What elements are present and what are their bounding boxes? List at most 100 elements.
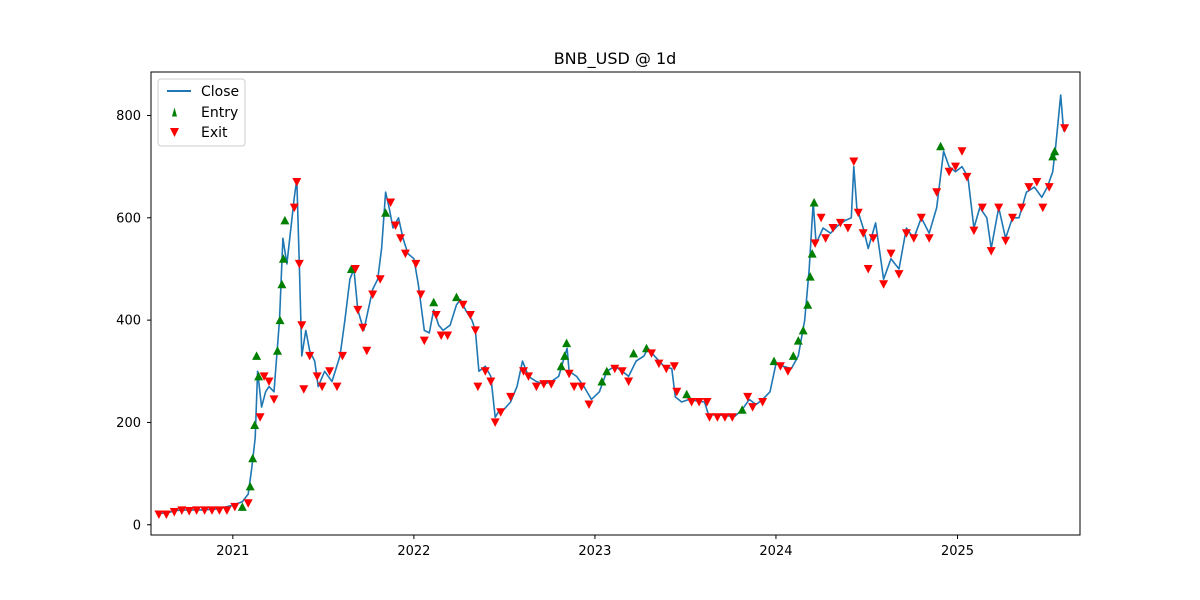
exit-marker	[297, 321, 307, 330]
exit-marker	[849, 157, 859, 166]
exit-marker	[957, 147, 967, 156]
exit-marker	[169, 508, 179, 517]
exit-marker	[255, 413, 265, 422]
entry-marker	[769, 356, 779, 366]
exit-marker	[610, 364, 620, 374]
entry-marker	[560, 351, 570, 360]
legend: Close Entry Exit	[157, 78, 246, 147]
exit-marker	[332, 382, 342, 392]
chart-title: BNB_USD @ 1d	[554, 49, 677, 69]
entry-marker	[682, 389, 692, 399]
entry-marker	[803, 300, 813, 309]
exit-marker	[853, 208, 863, 218]
x-tick-label: 2024	[759, 544, 792, 559]
exit-marker	[944, 167, 954, 177]
exit-marker	[624, 377, 634, 386]
exit-marker	[486, 377, 496, 386]
exit-marker	[353, 305, 363, 315]
exit-marker	[222, 506, 232, 515]
exit-marker	[458, 300, 468, 310]
exit-marker	[1001, 236, 1011, 246]
entry-marker	[807, 249, 817, 258]
exit-marker	[264, 377, 274, 386]
exit-marker	[358, 323, 368, 333]
entry-marker	[273, 346, 282, 355]
exit-marker	[1032, 178, 1042, 187]
exit-marker	[259, 372, 269, 381]
exit-marker	[924, 234, 934, 243]
exit-marker	[1024, 183, 1034, 192]
exit-marker	[519, 367, 528, 376]
exit-marker	[828, 224, 838, 233]
exit-marker	[816, 213, 826, 223]
exit-marker	[821, 234, 831, 243]
exit-marker	[894, 270, 904, 279]
legend-entry-label: Entry	[201, 105, 238, 121]
entry-marker	[809, 198, 819, 207]
exit-marker	[546, 380, 556, 389]
y-tick-label: 800	[116, 109, 141, 124]
exit-marker	[473, 382, 483, 392]
legend-exit-label: Exit	[201, 125, 228, 141]
exit-marker	[969, 226, 979, 236]
exit-marker	[325, 367, 335, 376]
exit-marker	[1017, 203, 1026, 213]
x-tick-label: 2023	[578, 544, 611, 559]
exit-marker	[1060, 124, 1070, 133]
exit-marker	[743, 392, 753, 402]
exit-marker	[886, 249, 896, 259]
exit-marker	[200, 506, 210, 515]
entry-marker	[452, 292, 461, 302]
exit-marker	[783, 367, 793, 376]
exit-marker	[687, 398, 697, 407]
entry-marker	[1048, 151, 1058, 161]
exit-marker	[391, 221, 400, 230]
exit-marker	[843, 224, 853, 233]
x-tick-label: 2025	[941, 544, 974, 559]
entry-marker	[936, 141, 946, 151]
entry-marker	[629, 348, 639, 358]
plot-frame	[150, 71, 1081, 536]
entry-marker	[562, 338, 572, 348]
entry-marker	[346, 264, 356, 273]
exit-marker	[569, 382, 579, 392]
exit-marker	[1044, 183, 1054, 192]
exit-marker	[396, 234, 405, 243]
exit-marker	[577, 382, 586, 392]
exit-marker	[506, 392, 516, 402]
exit-marker	[584, 400, 594, 409]
exit-marker	[299, 385, 309, 394]
exit-marker	[362, 346, 372, 356]
exit-marker	[161, 510, 171, 519]
entry-marker	[248, 453, 258, 463]
exit-marker	[243, 499, 253, 508]
exit-marker	[294, 259, 304, 269]
x-tick-label: 2022	[397, 544, 430, 559]
entry-marker	[277, 279, 287, 289]
exit-marker	[669, 362, 679, 371]
exit-marker	[720, 413, 730, 422]
exit-marker	[758, 398, 768, 407]
plot-area	[150, 71, 1081, 536]
exit-marker	[654, 359, 664, 369]
exit-marker	[416, 290, 426, 299]
entry-marker	[737, 405, 747, 414]
y-tick-label: 400	[116, 314, 141, 329]
exit-marker	[419, 336, 429, 346]
exit-marker	[712, 413, 722, 422]
exit-marker	[436, 331, 446, 340]
exit-marker	[863, 265, 873, 274]
entry-marker	[793, 336, 803, 345]
x-tick-label: 2021	[216, 544, 249, 559]
entry-marker	[602, 366, 612, 376]
exit-marker	[661, 364, 671, 374]
exit-marker	[192, 506, 202, 515]
entry-marker	[798, 325, 808, 335]
exit-marker	[289, 203, 299, 213]
entry-marker	[429, 297, 439, 307]
entry-marker	[252, 351, 262, 360]
exit-marker	[177, 506, 187, 515]
entry-marker	[381, 208, 391, 217]
exit-marker	[305, 351, 315, 361]
entry-marker	[245, 481, 255, 491]
